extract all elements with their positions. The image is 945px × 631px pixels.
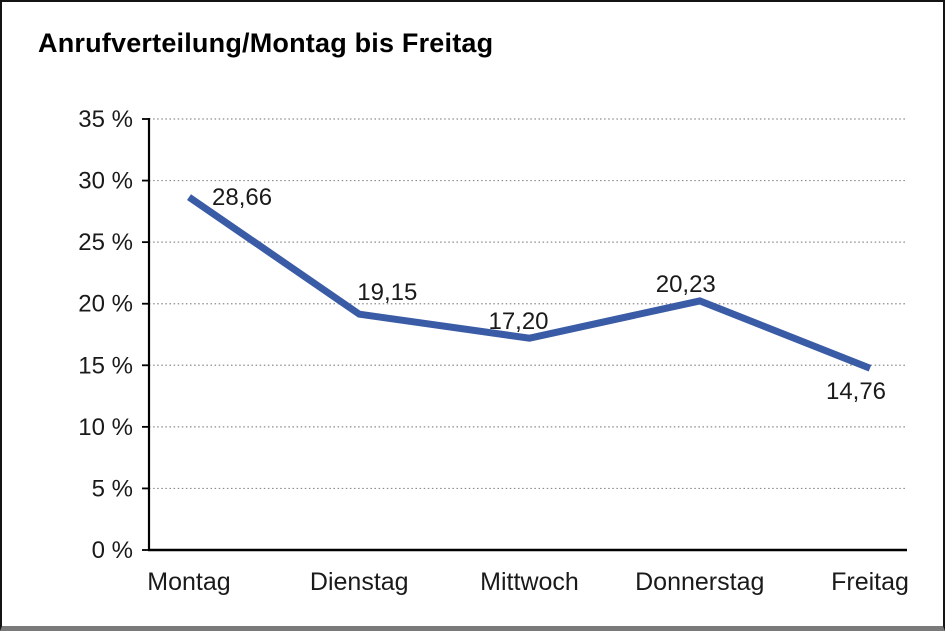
data-point-label: 17,20: [488, 308, 548, 335]
chart-title: Anrufverteilung/Montag bis Freitag: [38, 28, 494, 58]
data-point-label: 28,66: [212, 184, 272, 211]
series-line: [187, 194, 872, 372]
x-category-label: Mittwoch: [480, 568, 579, 596]
data-point-label: 19,15: [357, 279, 417, 306]
y-tick-label: 35 %: [78, 106, 133, 133]
x-category-label: Donnerstag: [635, 568, 764, 596]
y-tick-label: 10 %: [78, 414, 133, 441]
x-category-label: Dienstag: [310, 568, 409, 596]
y-tick-label: 15 %: [78, 352, 133, 379]
y-tick-label: 20 %: [78, 291, 133, 318]
data-point-label: 20,23: [656, 271, 716, 298]
y-tick-label: 25 %: [78, 229, 133, 256]
x-category-label: Montag: [147, 568, 230, 596]
x-category-label: Freitag: [831, 568, 909, 596]
data-point-label: 14,76: [826, 378, 886, 405]
y-tick-label: 30 %: [78, 168, 133, 195]
y-tick-label: 0 %: [92, 537, 133, 564]
y-tick-label: 5 %: [92, 475, 133, 502]
